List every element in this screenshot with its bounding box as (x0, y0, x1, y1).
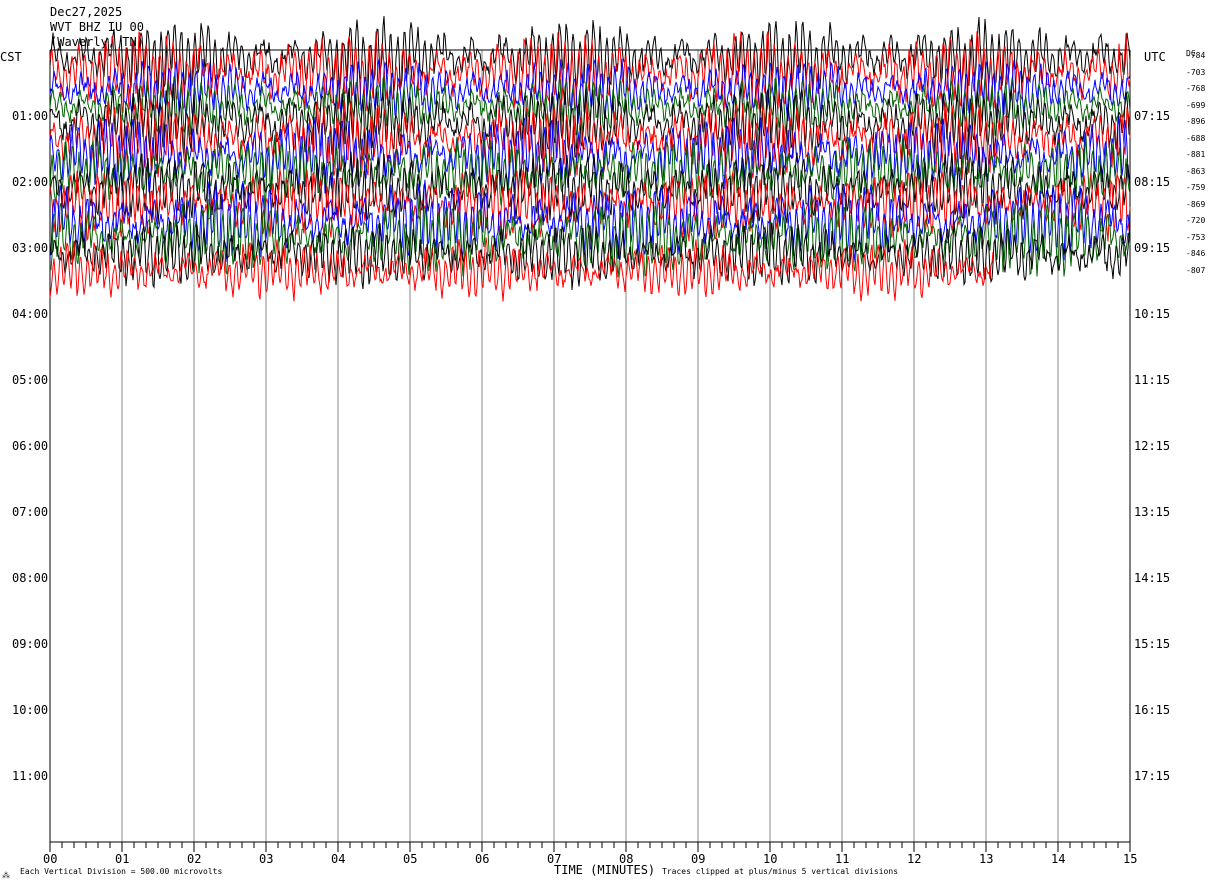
seismic-traces (49, 16, 1131, 302)
seismic-trace (49, 237, 994, 302)
x-tick-label: 03 (259, 852, 274, 866)
x-tick-label: 12 (907, 852, 922, 866)
dc-offset-label: -699 (1186, 100, 1206, 110)
right-time-label: 10:15 (1134, 307, 1171, 321)
left-time-label: 06:00 (12, 439, 49, 453)
scale-note: Each Vertical Division = 500.00 microvol… (20, 867, 223, 876)
x-tick-label: 11 (835, 852, 850, 866)
seismic-trace (49, 116, 1131, 194)
left-time-label: 10:00 (12, 703, 49, 717)
dc-offset-label: -753 (1186, 232, 1206, 242)
seismic-trace (49, 219, 1131, 291)
x-tick-label: 14 (1051, 852, 1066, 866)
right-time-label: 14:15 (1134, 571, 1171, 585)
clip-note: Traces clipped at plus/minus 5 vertical … (662, 867, 899, 876)
left-time-label: 08:00 (12, 571, 49, 585)
seismic-trace (49, 98, 1131, 180)
dc-offset-label: -784 (1186, 51, 1206, 60)
dc-offset-label: -863 (1186, 166, 1206, 176)
right-time-label: 13:15 (1134, 505, 1171, 519)
left-time-label: 03:00 (12, 241, 49, 255)
x-tick-label: 01 (115, 852, 130, 866)
left-time-label: 05:00 (12, 373, 49, 387)
left-time-label: 07:00 (12, 505, 49, 519)
seismic-trace (49, 134, 1131, 209)
dc-header-label: DC (1186, 49, 1196, 58)
left-time-label: 01:00 (12, 109, 49, 123)
x-tick-label: 02 (187, 852, 202, 866)
dc-offset-label: -846 (1186, 249, 1206, 258)
right-time-label: 08:15 (1134, 175, 1171, 189)
x-tick-label: 08 (619, 852, 634, 866)
right-time-label: 16:15 (1134, 703, 1171, 717)
seismic-trace (49, 31, 1131, 114)
dc-offset-label: -869 (1186, 199, 1206, 209)
x-tick-label: 07 (547, 852, 562, 866)
x-tick-label: 05 (403, 852, 418, 866)
x-tick-label: 00 (43, 852, 58, 866)
corner-mark: ⁂ (2, 871, 10, 880)
seismic-trace (49, 83, 1131, 161)
dc-offset-label: -807 (1186, 265, 1206, 275)
right-time-label: 07:15 (1134, 109, 1171, 123)
dc-offset-label: -896 (1186, 117, 1206, 126)
x-tick-label: 13 (979, 852, 994, 866)
x-tick-label: 10 (763, 852, 778, 866)
dc-offset-label: -881 (1186, 150, 1206, 159)
x-tick-label: 06 (475, 852, 490, 866)
left-time-label: 02:00 (12, 175, 49, 189)
x-tick-label: 09 (691, 852, 706, 866)
header-station: WVT BHZ IU 00 (50, 20, 144, 34)
left-time-label: 11:00 (12, 769, 49, 783)
x-axis-title: TIME (MINUTES) (554, 863, 656, 877)
header-location: (Waverly, TN) (50, 35, 144, 49)
right-timezone-label: UTC (1144, 50, 1166, 64)
time-axis (49, 841, 1131, 852)
header-date: Dec27,2025 (50, 5, 123, 19)
dc-offset-label: -759 (1186, 183, 1206, 192)
dc-offset-label: -720 (1186, 216, 1206, 225)
left-time-label: 04:00 (12, 307, 49, 321)
seismic-trace (49, 196, 1131, 278)
x-tick-label: 04 (331, 852, 346, 866)
dc-offset-label: -688 (1186, 133, 1206, 143)
right-time-label: 09:15 (1134, 241, 1171, 255)
seismic-trace (49, 146, 1131, 226)
dc-offset-label: -703 (1186, 67, 1206, 77)
right-time-label: 17:15 (1134, 769, 1171, 783)
x-tick-label: 15 (1123, 852, 1138, 866)
left-timezone-label: CST (0, 50, 22, 64)
right-time-label: 12:15 (1134, 439, 1171, 453)
right-time-label: 15:15 (1134, 637, 1171, 651)
dc-offset-label: -768 (1186, 84, 1206, 93)
right-time-label: 11:15 (1134, 373, 1171, 387)
left-time-label: 09:00 (12, 637, 49, 651)
